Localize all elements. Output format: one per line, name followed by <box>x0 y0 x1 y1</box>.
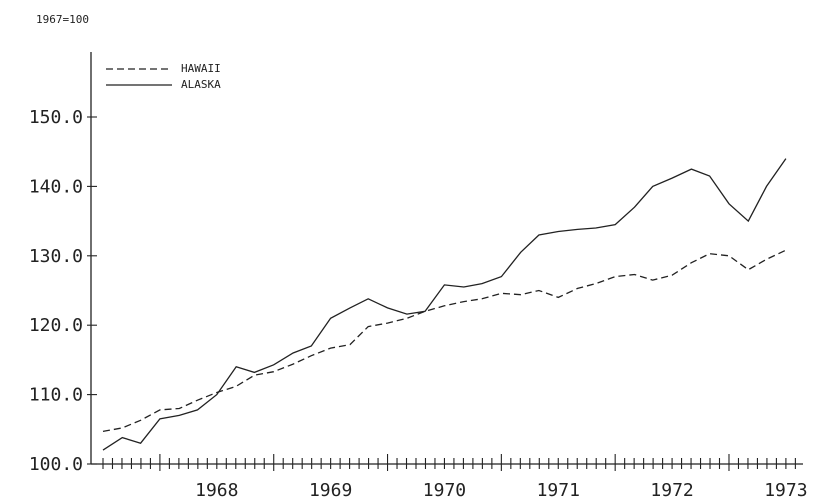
series-line-alaska <box>102 158 787 451</box>
x-tick-label: 1970 <box>423 480 466 501</box>
chart-series <box>102 158 787 451</box>
series-line-hawaii <box>102 249 787 433</box>
legend: HAWAII ALASKA <box>106 62 221 91</box>
x-tick-label: 1972 <box>650 480 693 501</box>
y-tick-label: 100.0 <box>29 454 83 475</box>
x-axis-ticks: 1968 1969 1970 1971 1972 1973 <box>102 454 808 501</box>
y-tick-label: 140.0 <box>29 176 83 197</box>
legend-label-alaska: ALASKA <box>181 78 221 91</box>
legend-label-hawaii: HAWAII <box>181 62 221 75</box>
y-axis-ticks: 100.0 110.0 120.0 130.0 140.0 150.0 <box>29 107 97 475</box>
y-tick-label: 110.0 <box>29 385 83 406</box>
y-tick-label: 150.0 <box>29 107 83 128</box>
x-tick-label: 1968 <box>195 480 238 501</box>
x-tick-label: 1973 <box>764 480 807 501</box>
x-tick-label: 1969 <box>309 480 352 501</box>
unit-label: 1967=100 <box>36 13 89 26</box>
y-tick-label: 130.0 <box>29 246 83 267</box>
x-tick-label: 1971 <box>537 480 580 501</box>
y-tick-label: 120.0 <box>29 315 83 336</box>
